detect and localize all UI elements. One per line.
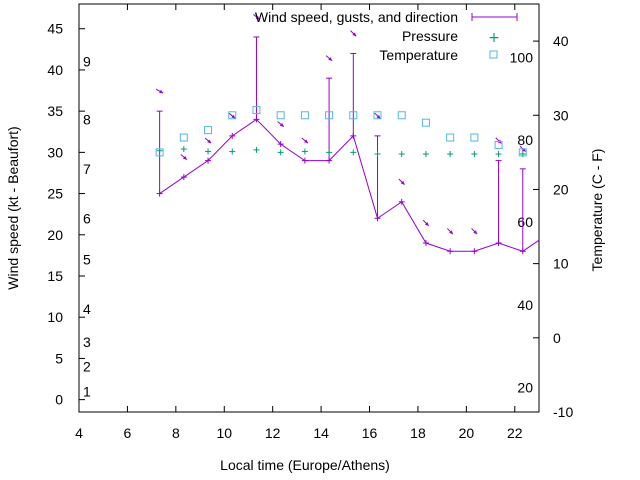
- beaufort-label: 6: [83, 210, 91, 226]
- direction-arrow-head: [352, 32, 357, 37]
- fahrenheit-label: 60: [517, 214, 533, 230]
- beaufort-label: 3: [83, 334, 91, 350]
- beaufort-label: 1: [83, 383, 91, 399]
- temperature-point: [228, 111, 237, 120]
- y-tick-label: 25: [47, 186, 63, 202]
- direction-arrow-head: [400, 180, 405, 185]
- temperature-point: [276, 111, 285, 120]
- legend-temperature-marker: [489, 50, 498, 59]
- x-tick-label: 22: [507, 425, 523, 441]
- wind-line: [159, 118, 539, 252]
- y2-tick-label: 30: [553, 107, 569, 123]
- direction-arrow-head: [328, 57, 333, 61]
- y-tick-label: 0: [55, 392, 63, 408]
- temperature-point: [446, 133, 455, 142]
- beaufort-label: 9: [83, 54, 91, 70]
- y-tick-label: 30: [47, 144, 63, 160]
- direction-arrow-head: [473, 230, 478, 235]
- beaufort-label: 5: [83, 252, 91, 268]
- temperature-point: [179, 133, 188, 142]
- legend-label-wind: Wind speed, gusts, and direction: [255, 9, 458, 25]
- wind-series: [155, 14, 539, 255]
- direction-arrow-head: [424, 222, 429, 226]
- beaufort-label: 2: [83, 359, 91, 375]
- direction-arrow-head: [231, 114, 236, 119]
- temperature-point: [300, 111, 309, 120]
- x-tick-label: 12: [265, 425, 281, 441]
- y-tick-label: 5: [55, 350, 63, 366]
- temperature-point: [518, 148, 527, 157]
- y-axis-label: Wind speed (kt - Beaufort): [5, 126, 21, 289]
- x-tick-label: 14: [313, 425, 329, 441]
- y2-tick-label: -10: [553, 404, 573, 420]
- temperature-point: [155, 148, 164, 157]
- temperature-point: [325, 111, 334, 120]
- y-tick-label: 15: [47, 268, 63, 284]
- x-axis-label: Local time (Europe/Athens): [220, 457, 390, 473]
- temperature-point: [470, 133, 479, 142]
- temperature-point: [349, 111, 358, 120]
- temperature-point: [494, 140, 503, 149]
- y2-tick-label: 20: [553, 181, 569, 197]
- x-tick-label: 8: [172, 425, 180, 441]
- fahrenheit-label: 80: [517, 132, 533, 148]
- direction-arrow-head: [449, 230, 453, 235]
- direction-arrow-head: [304, 139, 308, 144]
- beaufort-label: 7: [83, 161, 91, 177]
- legend-pressure-marker: +: [488, 30, 500, 46]
- legend-label-temperature: Temperature: [379, 47, 458, 63]
- direction-arrow-head: [207, 139, 212, 144]
- x-tick-label: 10: [216, 425, 232, 441]
- x-tick-label: 18: [410, 425, 426, 441]
- y-tick-label: 35: [47, 103, 63, 119]
- y-tick-label: 40: [47, 62, 63, 78]
- direction-arrow-head: [182, 155, 187, 160]
- temperature-point: [204, 126, 213, 135]
- temperature-point: [252, 106, 261, 115]
- series-group: [155, 14, 539, 255]
- direction-arrow-head: [159, 89, 164, 94]
- direction-arrow-head: [255, 15, 260, 20]
- beaufort-label: 4: [83, 301, 91, 317]
- temperature-point: [421, 118, 430, 127]
- fahrenheit-label: 20: [517, 380, 533, 396]
- y2-tick-label: 10: [553, 256, 569, 272]
- y-tick-label: 10: [47, 309, 63, 325]
- y2-tick-label: 0: [553, 330, 561, 346]
- x-tick-label: 6: [124, 425, 132, 441]
- fahrenheit-label: 40: [517, 297, 533, 313]
- direction-arrow-head: [279, 123, 284, 127]
- beaufort-label: 8: [83, 111, 91, 127]
- x-tick-label: 16: [362, 425, 378, 441]
- temperature-point: [373, 111, 382, 120]
- plot-frame: [78, 3, 540, 413]
- ticks-group: 4 6 8 10 12 14 16 18 20 22051015202530354045-1001…: [47, 4, 573, 441]
- x-tick-label: 4: [75, 425, 83, 441]
- temperature-point: [397, 111, 406, 120]
- fahrenheit-label: 100: [510, 49, 534, 65]
- legend: Wind speed, gusts, and direction Pressur…: [255, 9, 518, 63]
- legend-label-pressure: Pressure: [402, 28, 458, 44]
- y-tick-label: 20: [47, 227, 63, 243]
- x-tick-label: 20: [459, 425, 475, 441]
- direction-arrow-head: [376, 114, 381, 119]
- y2-axis-label: Temperature (C - F): [589, 149, 605, 272]
- y-tick-label: 45: [47, 21, 63, 37]
- y2-tick-label: 40: [553, 33, 569, 49]
